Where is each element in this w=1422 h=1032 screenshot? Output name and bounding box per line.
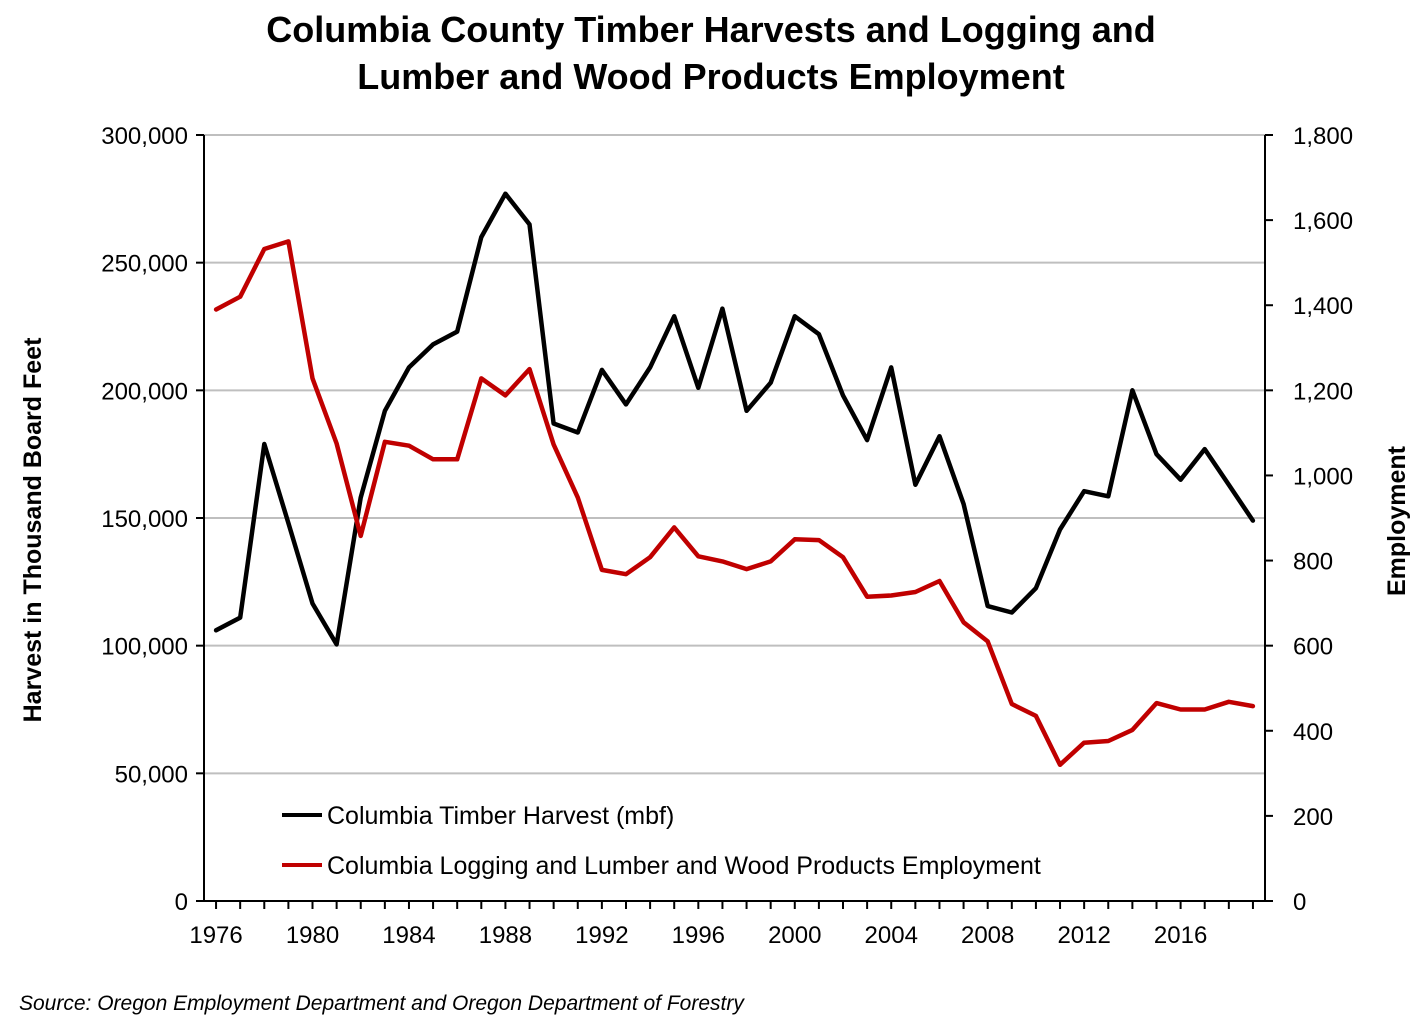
left-tick-label: 200,000 xyxy=(101,378,188,405)
right-tick-label: 200 xyxy=(1293,804,1333,831)
right-tick-label: 0 xyxy=(1293,889,1306,916)
right-tick-label: 1,200 xyxy=(1293,378,1353,405)
left-tick-label: 100,000 xyxy=(101,634,188,661)
legend-label-employment: Columbia Logging and Lumber and Wood Pro… xyxy=(327,852,1041,880)
right-axis-label: Employment xyxy=(1383,445,1411,596)
x-tick-label: 1996 xyxy=(672,922,725,949)
right-tick-label: 800 xyxy=(1293,549,1333,576)
x-tick-label: 2000 xyxy=(768,922,821,949)
right-y-axis: 0 200 400 600 800 1,000 1,200 1,400 1,600 1,800 xyxy=(1265,123,1353,916)
series-line-employment xyxy=(213,239,1256,768)
left-tick-label: 300,000 xyxy=(101,123,188,150)
x-tick-label: 2016 xyxy=(1154,922,1207,949)
x-tick-label: 2012 xyxy=(1057,922,1110,949)
series-layer xyxy=(213,191,1256,768)
chart-title-line-2: Lumber and Wood Products Employment xyxy=(357,56,1064,97)
x-tick-label: 1980 xyxy=(286,922,339,949)
x-axis: 1976 1980 1984 1988 1992 1996 2000 2004 2008 2012… xyxy=(189,901,1254,949)
right-tick-label: 1,800 xyxy=(1293,123,1353,150)
x-tick-label: 1976 xyxy=(189,922,242,949)
x-tick-label: 1984 xyxy=(382,922,435,949)
gridlines xyxy=(204,134,1265,775)
left-tick-label: 250,000 xyxy=(101,251,188,278)
x-tick-label: 1988 xyxy=(479,922,532,949)
left-tick-label: 150,000 xyxy=(101,506,188,533)
right-tick-label: 600 xyxy=(1293,634,1333,661)
x-tick-label: 2004 xyxy=(865,922,918,949)
source-note: Source: Oregon Employment Department and… xyxy=(19,992,745,1015)
right-tick-label: 1,000 xyxy=(1293,463,1353,490)
right-tick-label: 1,400 xyxy=(1293,293,1353,320)
right-tick-label: 400 xyxy=(1293,719,1333,746)
x-tick-label: 2008 xyxy=(961,922,1014,949)
series-line-timber-harvest xyxy=(213,191,1256,647)
right-tick-label: 1,600 xyxy=(1293,208,1353,235)
legend-label-harvest: Columbia Timber Harvest (mbf) xyxy=(327,802,674,830)
left-tick-label: 50,000 xyxy=(115,761,188,788)
left-tick-label: 0 xyxy=(175,889,188,916)
legend: Columbia Timber Harvest (mbf) Columbia L… xyxy=(282,802,1041,880)
left-axis-label: Harvest in Thousand Board Feet xyxy=(19,337,47,722)
chart-title-line-1: Columbia County Timber Harvests and Logg… xyxy=(266,9,1155,50)
x-tick-label: 1992 xyxy=(575,922,628,949)
left-y-axis: 0 50,000 100,000 150,000 200,000 250,000 300,0… xyxy=(101,123,204,916)
